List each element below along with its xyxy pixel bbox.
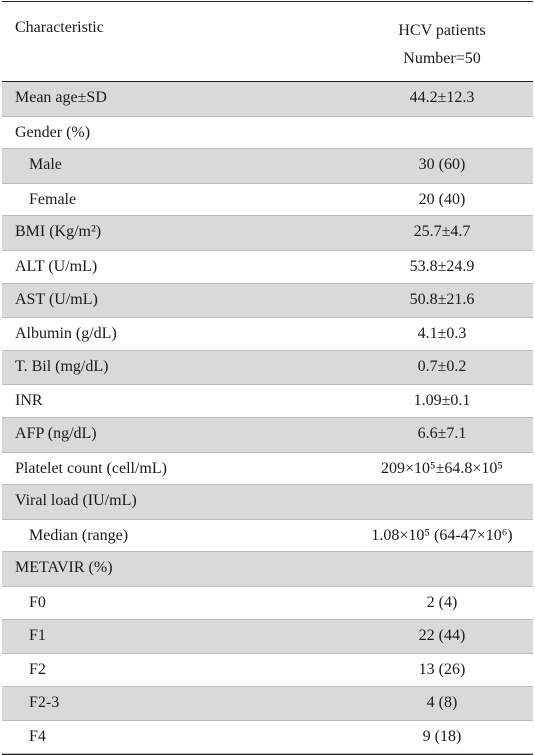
row-label: F1 <box>29 626 46 644</box>
row-label: F0 <box>29 593 46 611</box>
row-value: 209×10⁵±64.8×10⁵ <box>381 459 503 477</box>
row-value: 1.09±0.1 <box>413 392 471 410</box>
table-row: METAVIR (%) <box>2 552 533 586</box>
table-row: Male 30 (60) <box>2 149 533 183</box>
row-value: 44.2±12.3 <box>409 89 475 106</box>
row-value: 50.8±21.6 <box>409 290 475 308</box>
row-value: 4 (8) <box>426 693 458 711</box>
row-label: Albumin (g/dL) <box>15 325 117 343</box>
row-label: Median (range) <box>29 526 129 544</box>
row-label: Female <box>29 190 77 208</box>
row-value: 9 (18) <box>422 728 462 746</box>
row-value: 1.08×10⁵ (64-47×10⁶) <box>371 526 513 544</box>
table-row: Albumin (g/dL) 4.1±0.3 <box>2 317 533 351</box>
row-value: 4.1±0.3 <box>417 325 467 343</box>
row-value: 53.8±24.9 <box>409 257 475 275</box>
row-label: F4 <box>29 728 46 746</box>
table-row: Viral load (IU/mL) <box>2 485 533 519</box>
header-characteristic: Characteristic <box>15 19 104 36</box>
table-row: AFP (ng/dL) 6.6±7.1 <box>2 417 533 452</box>
table-row: ALT (U/mL) 53.8±24.9 <box>2 249 533 284</box>
table-row: T. Bil (mg/dL) 0.7±0.2 <box>2 350 533 385</box>
row-label: Mean age±SD <box>15 89 107 106</box>
row-label: ALT (U/mL) <box>15 257 98 275</box>
row-value: 25.7±4.7 <box>413 223 471 241</box>
row-label: F2 <box>29 661 46 679</box>
table-row: F0 2 (4) <box>2 585 533 620</box>
row-label: AST (U/mL) <box>15 290 98 308</box>
row-value: 22 (44) <box>418 626 466 644</box>
row-label: INR <box>15 392 43 410</box>
header-group-label: HCV patients <box>398 22 486 39</box>
table-row: INR 1.09±0.1 <box>2 384 533 418</box>
row-value: 6.6±7.1 <box>417 424 467 442</box>
row-label: Platelet count (cell/mL) <box>15 459 167 477</box>
header-group: HCV patients Number=50 <box>342 17 535 73</box>
row-value: 13 (26) <box>418 661 466 679</box>
row-label: Gender (%) <box>15 123 91 141</box>
table-row: F1 22 (44) <box>2 619 533 654</box>
table-row: AST (U/mL) 50.8±21.6 <box>2 283 533 318</box>
row-label: AFP (ng/dL) <box>15 424 97 442</box>
table-body: Mean age±SD 44.2±12.3 Gender (%) Male 30 (60… <box>2 82 533 754</box>
table-row: F4 9 (18) <box>2 720 533 754</box>
table-row: F2 13 (26) <box>2 653 533 687</box>
row-label: Viral load (IU/mL) <box>15 492 137 510</box>
table-row: Female 20 (40) <box>2 182 533 217</box>
row-label: BMI (Kg/m²) <box>15 223 102 241</box>
row-label: T. Bil (mg/dL) <box>15 357 109 375</box>
table-row: BMI (Kg/m²) 25.7±4.7 <box>2 216 533 250</box>
table-row: Median (range) 1.08×10⁵ (64-47×10⁶) <box>2 518 533 553</box>
table-row: F2-3 4 (8) <box>2 686 533 721</box>
table-row: Gender (%) <box>2 115 533 150</box>
row-value: 0.7±0.2 <box>417 357 467 375</box>
row-value: 2 (4) <box>426 593 458 611</box>
row-value: 20 (40) <box>418 190 466 208</box>
header-group-number: Number=50 <box>403 50 481 67</box>
table-header: Characteristic HCV patients Number=50 <box>2 2 533 82</box>
table-row: Mean age±SD 44.2±12.3 <box>2 82 533 116</box>
table-row: Platelet count (cell/mL) 209×10⁵±64.8×10⁵ <box>2 451 533 486</box>
row-label: Male <box>29 156 62 174</box>
row-label: F2-3 <box>29 693 60 711</box>
row-value: 30 (60) <box>418 156 466 174</box>
row-label: METAVIR (%) <box>15 559 113 577</box>
